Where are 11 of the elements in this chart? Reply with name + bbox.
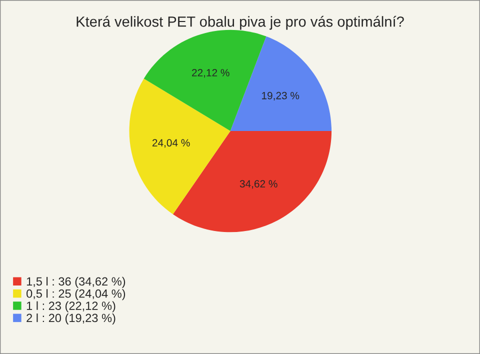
legend-label: 0,5 l : 25 (24,04 %)	[26, 289, 126, 300]
legend-label: 2 l : 20 (19,23 %)	[26, 313, 116, 324]
legend-label: 1,5 l : 36 (34,62 %)	[26, 276, 126, 288]
data-label: 34,62 %	[240, 180, 278, 189]
pie-slice	[129, 78, 230, 214]
pie-slice	[230, 36, 332, 131]
data-label: 24,04 %	[152, 139, 190, 148]
data-label: 22,12 %	[192, 69, 230, 78]
chart-title: Která velikost PET obalu piva je pro vás optimální?	[76, 16, 404, 30]
data-label: 19,23 %	[262, 92, 300, 101]
legend-label: 1 l : 23 (22,12 %)	[26, 301, 116, 312]
